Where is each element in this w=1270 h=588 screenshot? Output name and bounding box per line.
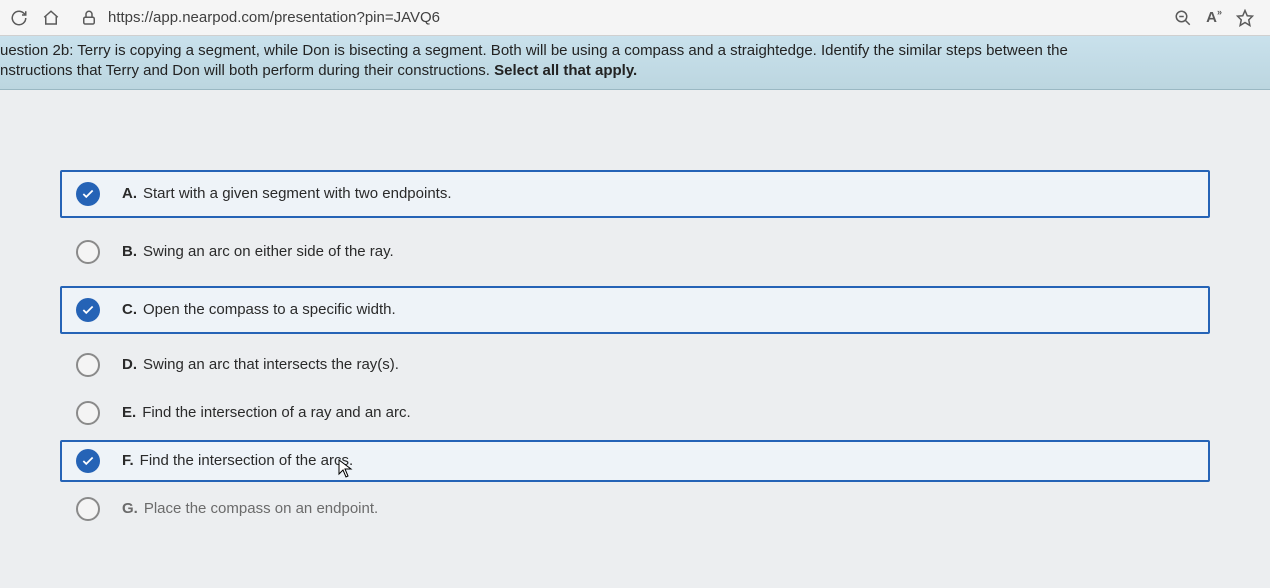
question-line1: uestion 2b: Terry is copying a segment, …	[0, 42, 1068, 59]
question-prompt: uestion 2b: Terry is copying a segment, …	[0, 36, 1270, 90]
question-line2: nstructions that Terry and Don will both…	[0, 62, 494, 79]
refresh-icon[interactable]	[10, 9, 28, 27]
favorite-star-icon[interactable]	[1236, 9, 1254, 27]
browser-toolbar: https://app.nearpod.com/presentation?pin…	[0, 0, 1270, 36]
option-d[interactable]: D. Swing an arc that intersects the ray(s…	[60, 344, 1210, 386]
option-letter: A.	[122, 185, 137, 202]
read-aloud-icon[interactable]: A»	[1206, 9, 1222, 27]
option-c[interactable]: C. Open the compass to a specific width.	[60, 286, 1210, 334]
option-letter: B.	[122, 243, 137, 260]
options-list: A. Start with a given segment with two en…	[0, 90, 1270, 530]
question-bold: Select all that apply.	[494, 62, 637, 79]
check-icon	[76, 449, 100, 473]
option-g[interactable]: G. Place the compass on an endpoint.	[60, 488, 1210, 530]
home-icon[interactable]	[42, 9, 60, 27]
option-text: Find the intersection of the arcs.	[140, 452, 353, 469]
option-letter: E.	[122, 404, 136, 421]
radio-icon	[76, 401, 100, 425]
radio-icon	[76, 240, 100, 264]
option-letter: G.	[122, 500, 138, 517]
option-letter: D.	[122, 356, 137, 373]
url-text[interactable]: https://app.nearpod.com/presentation?pin…	[108, 9, 440, 26]
option-a[interactable]: A. Start with a given segment with two en…	[60, 170, 1210, 218]
option-text: Swing an arc that intersects the ray(s).	[143, 356, 399, 373]
radio-icon	[76, 497, 100, 521]
option-letter: C.	[122, 301, 137, 318]
option-text: Place the compass on an endpoint.	[144, 500, 378, 517]
check-icon	[76, 298, 100, 322]
check-icon	[76, 182, 100, 206]
option-f[interactable]: F. Find the intersection of the arcs.	[60, 440, 1210, 482]
option-letter: F.	[122, 452, 134, 469]
option-text: Swing an arc on either side of the ray.	[143, 243, 394, 260]
zoom-out-icon[interactable]	[1174, 9, 1192, 27]
option-text: Open the compass to a specific width.	[143, 301, 396, 318]
option-text: Start with a given segment with two endp…	[143, 185, 452, 202]
radio-icon	[76, 353, 100, 377]
option-text: Find the intersection of a ray and an ar…	[142, 404, 410, 421]
lock-icon[interactable]	[80, 9, 98, 27]
option-e[interactable]: E. Find the intersection of a ray and an …	[60, 392, 1210, 434]
option-b[interactable]: B. Swing an arc on either side of the ray…	[60, 228, 1210, 276]
